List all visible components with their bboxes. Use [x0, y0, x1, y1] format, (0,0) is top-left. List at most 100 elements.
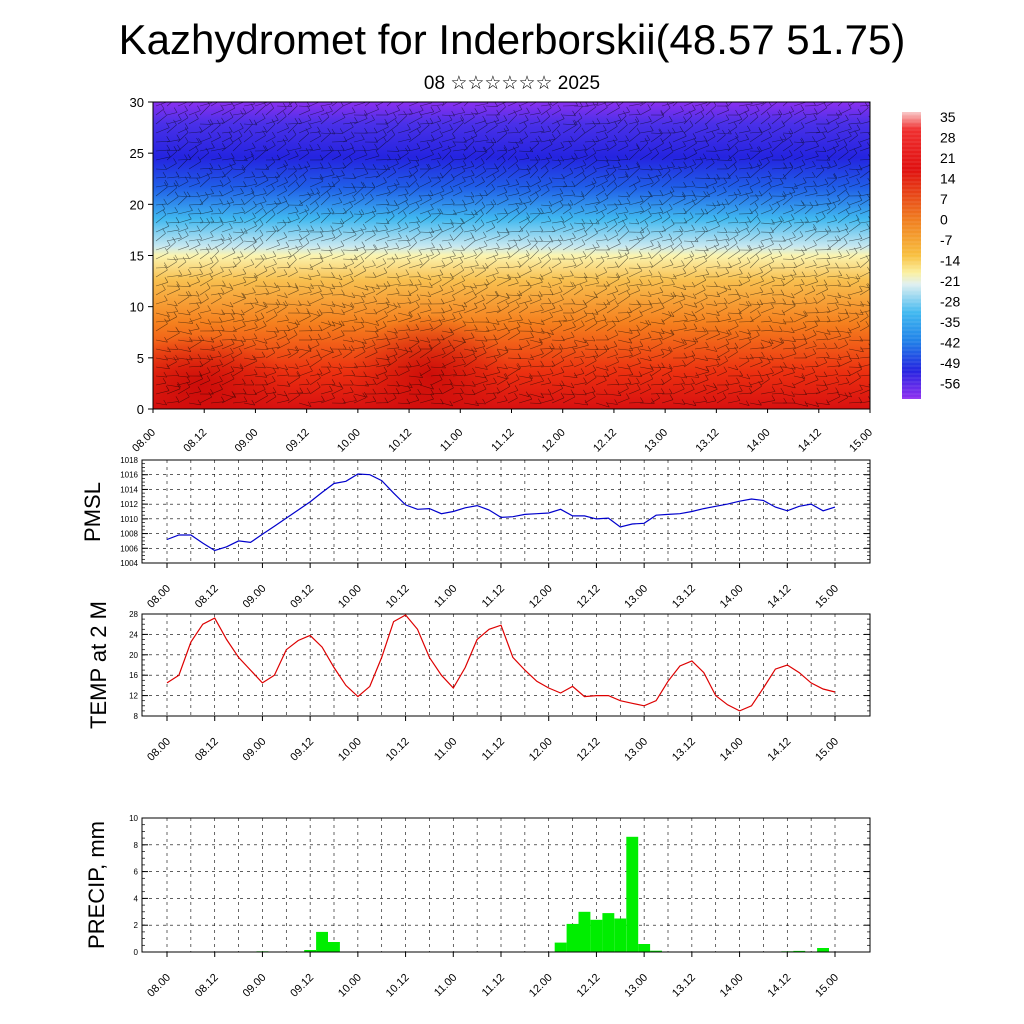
- wind-barb: [276, 116, 287, 125]
- wind-barb-flag: [262, 362, 266, 369]
- wind-barb-flag: [274, 282, 278, 288]
- wind-barb-flag: [431, 242, 435, 248]
- wind-barb: [265, 107, 274, 116]
- wind-barb-flag: [572, 120, 577, 126]
- wind-barb-flag: [471, 125, 476, 131]
- wind-barb: [848, 303, 864, 307]
- wind-barb: [562, 160, 575, 170]
- wind-barb-flag: [603, 283, 608, 289]
- wind-barb: [430, 265, 445, 269]
- wind-barb-flag: [824, 383, 829, 390]
- wind-barb: [595, 130, 607, 134]
- wind-barb-flag: [570, 223, 574, 229]
- wind-barb: [507, 102, 519, 107]
- wind-barb: [188, 110, 201, 116]
- wind-barb-flag: [606, 160, 610, 166]
- wind-barb-flag: [855, 312, 859, 318]
- wind-barb-flag: [515, 277, 519, 284]
- wind-barb: [254, 150, 267, 161]
- wind-barb: [727, 273, 743, 278]
- wind-barb: [419, 398, 434, 404]
- precip-ytick-label: 2: [134, 921, 139, 930]
- wind-barb: [320, 321, 336, 327]
- wind-barb-flag: [375, 331, 379, 337]
- wind-barb: [155, 149, 170, 152]
- wind-barb: [419, 319, 432, 323]
- wind-barb: [177, 261, 187, 269]
- wind-barb-flag: [613, 341, 618, 347]
- wind-barb: [859, 236, 870, 242]
- wind-barb-flag: [733, 121, 738, 128]
- wind-barb-flag: [188, 329, 193, 335]
- wind-barb-flag: [362, 182, 367, 188]
- wind-barb: [562, 384, 575, 389]
- wind-barb: [606, 305, 619, 314]
- wind-barb: [738, 139, 749, 143]
- wind-barb: [826, 320, 842, 323]
- wind-barb: [705, 102, 712, 107]
- wind-barb: [650, 337, 663, 341]
- wind-barb-flag: [205, 247, 210, 253]
- wind-barb-flag: [259, 237, 264, 244]
- wind-barb: [749, 181, 761, 188]
- wind-barb: [221, 107, 236, 116]
- wind-barb-flag: [572, 321, 576, 327]
- wind-barb-flag: [502, 155, 506, 161]
- wind-barb-flag: [384, 118, 388, 125]
- wind-barb-flag: [769, 204, 773, 210]
- wind-barb: [298, 303, 311, 306]
- wind-barb-flag: [792, 364, 796, 370]
- wind-barb: [705, 239, 718, 242]
- wind-barb-flag: [164, 277, 169, 283]
- wind-barb: [529, 276, 544, 280]
- wind-barb-flag: [658, 169, 662, 176]
- wind-barb-flag: [418, 111, 423, 118]
- wind-barb: [331, 245, 344, 251]
- wind-barb-flag: [218, 292, 222, 299]
- wind-barb: [309, 312, 321, 317]
- wind-barb: [243, 292, 256, 296]
- wind-barb: [716, 134, 726, 143]
- wind-barb: [815, 289, 828, 296]
- wind-barb-flag: [230, 185, 234, 191]
- wind-barb-flag: [294, 93, 297, 98]
- wind-barb-flag: [601, 185, 606, 191]
- wind-barb: [683, 217, 694, 224]
- wind-barb-flag: [755, 194, 759, 200]
- wind-barb: [507, 294, 522, 296]
- wind-barb-flag: [207, 102, 210, 106]
- wind-barb: [221, 318, 235, 323]
- wind-barb: [694, 186, 709, 189]
- wind-barb: [155, 214, 167, 224]
- wind-barb: [639, 284, 652, 287]
- wind-barb: [221, 370, 235, 377]
- wind-barb-flag: [780, 289, 785, 295]
- wind-barb: [254, 224, 264, 233]
- wind-barb-flag: [855, 275, 860, 282]
- wind-barb-flag: [658, 297, 662, 303]
- wind-barb-flag: [690, 241, 695, 247]
- wind-barb-flag: [263, 372, 268, 378]
- wind-barb-flag: [791, 300, 796, 307]
- cs-xtick-label: 09.00: [233, 427, 261, 455]
- wind-barb-flag: [848, 355, 852, 361]
- wind-barb-flag: [208, 132, 212, 138]
- wind-barb-flag: [625, 173, 629, 179]
- wind-barb-flag: [451, 345, 456, 351]
- wind-barb: [408, 242, 417, 251]
- wind-barb-flag: [557, 158, 562, 165]
- wind-barb-flag: [747, 329, 751, 335]
- wind-barb-flag: [577, 120, 582, 126]
- wind-barb-flag: [441, 307, 445, 313]
- wind-barb-flag: [634, 118, 639, 125]
- colorbar-label: -7: [940, 232, 953, 248]
- wind-barb-flag: [373, 127, 378, 133]
- wind-barb: [529, 309, 544, 314]
- wind-barb-flag: [252, 212, 256, 218]
- wind-barb: [199, 298, 209, 305]
- wind-barb-flag: [375, 373, 379, 379]
- wind-barb-flag: [318, 309, 323, 315]
- precip-bar: [554, 942, 567, 952]
- wind-barb-flag: [691, 384, 695, 390]
- wind-barb-flag: [448, 340, 452, 346]
